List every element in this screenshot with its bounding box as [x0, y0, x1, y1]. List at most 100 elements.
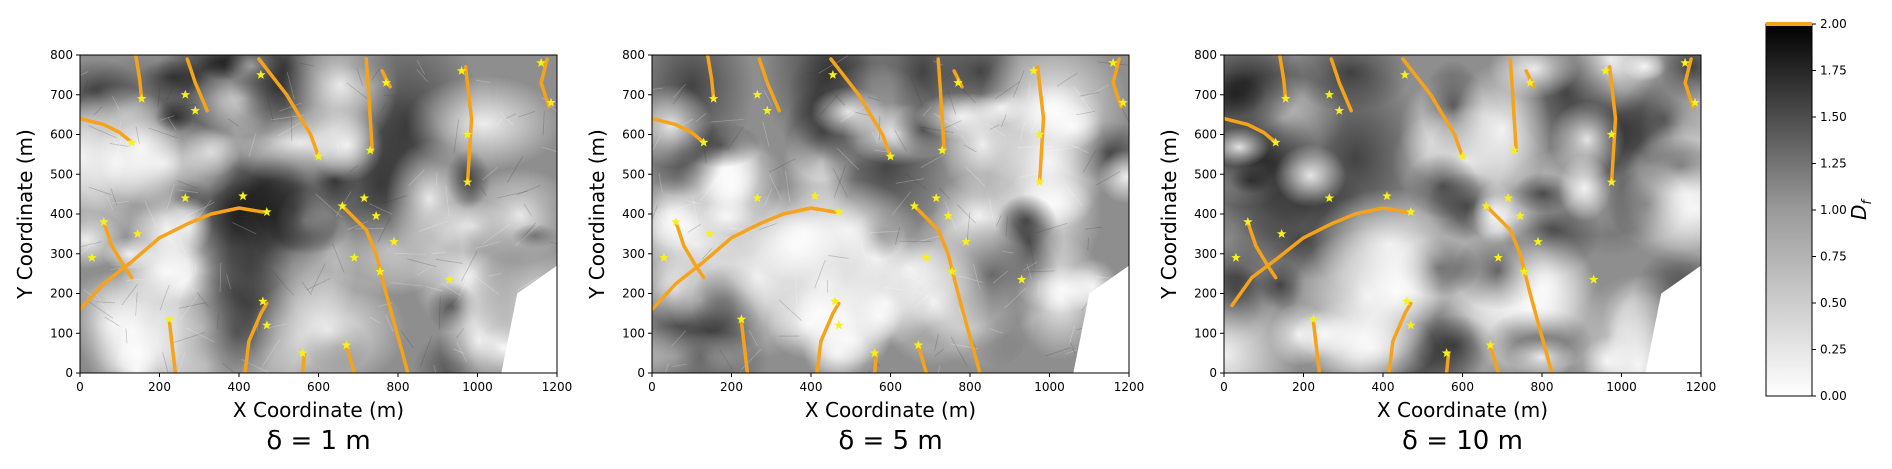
- channel-head-marker: [913, 340, 924, 350]
- x-axis-label: X Coordinate (m): [233, 398, 404, 422]
- channel-head-marker: [1588, 274, 1599, 284]
- channel-line: [102, 220, 134, 280]
- channel-head-marker: [943, 211, 953, 220]
- channel-head-marker: [1485, 340, 1496, 350]
- y-tick-label: 600: [622, 128, 645, 142]
- channel-line: [539, 57, 551, 109]
- y-tick-label: 600: [1194, 128, 1217, 142]
- channel-head-marker: [1382, 191, 1392, 201]
- x-tick-label: 800: [1531, 380, 1554, 394]
- x-tick-label: 0: [1220, 380, 1228, 394]
- channel-head-marker: [762, 105, 772, 115]
- y-tick-label: 500: [1194, 167, 1217, 181]
- channel-line: [340, 204, 410, 373]
- panel-title: δ = 1 m: [266, 426, 370, 456]
- colorbar-tick-label: 0.50: [1820, 296, 1847, 310]
- colorbar-tick-label: 0.75: [1820, 250, 1847, 264]
- channel-line: [757, 57, 781, 113]
- channel-head-marker: [1400, 69, 1410, 79]
- channel-head-marker: [180, 89, 191, 99]
- channel-head-marker: [1533, 236, 1543, 246]
- channel-line: [739, 319, 750, 373]
- channel-head-marker: [698, 137, 709, 147]
- channel-head-marker: [132, 228, 143, 238]
- x-tick-label: 1200: [1114, 380, 1145, 394]
- y-tick-label: 700: [622, 88, 645, 102]
- channel-head-marker: [536, 57, 546, 67]
- channel-line: [1683, 57, 1695, 109]
- channel-line: [344, 343, 357, 373]
- heatmap-field: [80, 55, 557, 373]
- channel-head-marker: [671, 217, 681, 226]
- colorbar-gradient: [1765, 23, 1813, 397]
- channel-head-marker: [1034, 129, 1045, 139]
- channel-head-marker: [1457, 151, 1468, 161]
- channel-head-marker: [87, 252, 97, 262]
- channel-line: [463, 65, 474, 184]
- channel-head-marker: [1118, 97, 1128, 107]
- channel-head-marker: [752, 193, 763, 203]
- channel-line: [133, 55, 144, 101]
- x-tick-label: 1000: [1606, 380, 1637, 394]
- y-tick-label: 200: [50, 287, 73, 301]
- channel-head-marker: [1406, 207, 1416, 217]
- y-tick-label: 800: [50, 48, 73, 62]
- channel-line: [936, 57, 946, 153]
- x-tick-label: 600: [1451, 380, 1474, 394]
- channel-head-marker: [1334, 105, 1344, 115]
- y-tick-label: 300: [50, 247, 73, 261]
- channel-head-marker: [659, 252, 669, 262]
- channel-head-marker: [1503, 193, 1513, 203]
- channel-line: [1311, 319, 1322, 373]
- y-tick-label: 800: [1194, 48, 1217, 62]
- channel-head-marker: [1108, 57, 1118, 67]
- channel-line: [185, 57, 209, 113]
- channel-head-marker: [546, 97, 556, 107]
- y-tick-label: 100: [1194, 326, 1217, 340]
- channel-line: [872, 351, 879, 373]
- channel-head-marker: [371, 211, 381, 220]
- channel-head-marker: [1493, 252, 1503, 262]
- y-axis-label: Y Coordinate (m): [13, 129, 37, 300]
- channel-head-marker: [126, 137, 137, 147]
- channel-head-marker: [704, 228, 715, 238]
- channel-line: [829, 57, 893, 159]
- channel-head-marker: [830, 296, 840, 306]
- channel-line: [80, 206, 265, 312]
- x-tick-label: 0: [648, 380, 656, 394]
- channel-head-marker: [1243, 217, 1253, 226]
- channel-head-marker: [752, 89, 763, 99]
- channel-head-marker: [375, 266, 385, 276]
- colorbar-tick-label: 0.00: [1820, 389, 1847, 403]
- x-tick-label: 400: [1372, 380, 1395, 394]
- channel-head-marker: [313, 151, 324, 161]
- channel-head-marker: [365, 145, 375, 155]
- y-axis-label: Y Coordinate (m): [585, 129, 609, 300]
- channel-head-marker: [1606, 177, 1617, 187]
- channel-head-marker: [262, 320, 272, 330]
- channel-head-marker: [828, 69, 838, 79]
- y-tick-label: 100: [50, 326, 73, 340]
- channel-head-marker: [961, 236, 971, 246]
- colorbar-tick-label: 0.25: [1820, 343, 1847, 357]
- channel-line: [1230, 206, 1409, 308]
- x-tick-label: 600: [879, 380, 902, 394]
- colorbar-tick-label: 1.25: [1820, 157, 1847, 171]
- channel-head-marker: [1280, 93, 1291, 103]
- heatmap-field: [652, 55, 1129, 373]
- channel-head-marker: [947, 266, 957, 276]
- y-tick-label: 100: [622, 326, 645, 340]
- channel-head-marker: [921, 252, 931, 262]
- channel-line: [1387, 301, 1413, 373]
- channel-head-marker: [953, 77, 963, 87]
- channel-head-marker: [1680, 57, 1690, 67]
- channel-line: [1111, 57, 1123, 109]
- channel-line: [652, 206, 837, 312]
- y-tick-label: 300: [622, 247, 645, 261]
- panel-2: 0 200 400 600 800 1000 1200 0 100 200 300 400 500 600…: [585, 48, 1145, 456]
- x-tick-label: 0: [76, 380, 84, 394]
- y-tick-label: 700: [50, 88, 73, 102]
- y-axis-label: Y Coordinate (m): [1157, 129, 1181, 300]
- colorbar: 0.00 0.25 0.50 0.75 1.00 1.25 1.50 1.75 2.00 Df: [1765, 17, 1875, 403]
- y-tick-label: 200: [622, 287, 645, 301]
